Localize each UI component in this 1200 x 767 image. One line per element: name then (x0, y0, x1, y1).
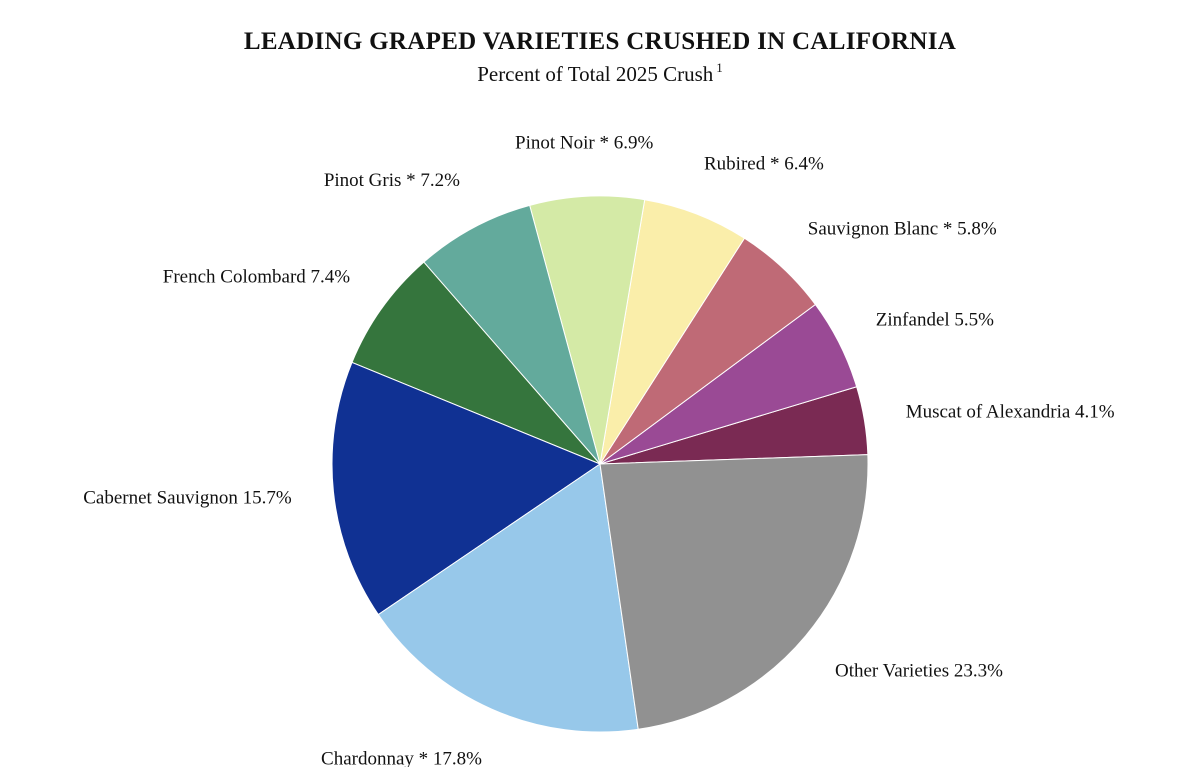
slice-label: Muscat of Alexandria 4.1% (906, 402, 1115, 423)
chart-title: LEADING GRAPED VARIETIES CRUSHED IN CALI… (243, 28, 957, 55)
pie-slice (529, 195, 646, 465)
footnote-marker: 1 (716, 60, 723, 75)
chart-subtitle-text: Percent of Total 2025 Crush (477, 62, 714, 86)
slice-label: French Colombard 7.4% (163, 267, 351, 288)
pie-slice (423, 204, 601, 465)
pie-slices (331, 195, 869, 733)
chart-subtitle: Percent of Total 2025 Crush 1 (0, 60, 1200, 87)
slice-label: Other Varieties 23.3% (835, 661, 1003, 682)
pie-labels: Muscat of Alexandria 4.1% Zinfandel 5.5% S… (83, 132, 1115, 767)
pie-slice (351, 261, 601, 465)
slice-label: Chardonnay * 17.8% (321, 749, 482, 767)
slice-label: Pinot Noir * 6.9% (515, 132, 653, 153)
slice-label: Sauvignon Blanc * 5.8% (808, 219, 997, 240)
pie-slice (331, 361, 602, 616)
pie-slice (377, 463, 639, 733)
pie-slice (599, 454, 869, 730)
slice-label: Rubired * 6.4% (704, 154, 824, 175)
slice-label: Pinot Gris * 7.2% (324, 170, 460, 191)
slice-label: Cabernet Sauvignon 15.7% (83, 487, 292, 508)
slice-label: Zinfandel 5.5% (876, 310, 994, 331)
